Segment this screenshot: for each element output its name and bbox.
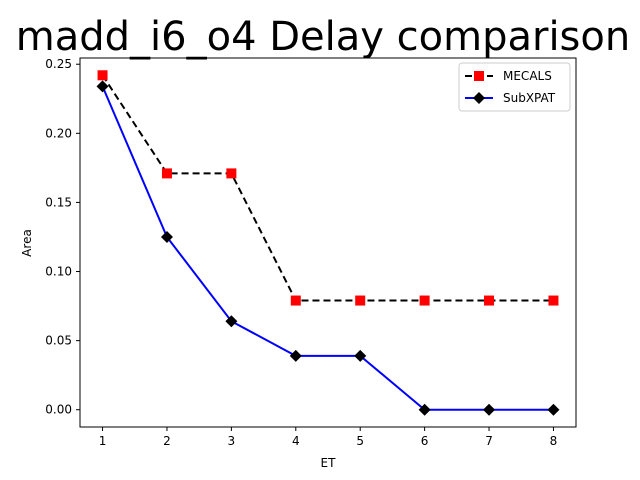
x-axis-label: ET <box>321 456 337 470</box>
legend-marker-subxpat <box>473 92 485 104</box>
x-tick-label: 4 <box>292 434 300 448</box>
x-tick-label: 2 <box>163 434 171 448</box>
data-point-subxpat <box>483 403 496 416</box>
y-tick-label: 0.10 <box>45 265 72 279</box>
x-tick-label: 1 <box>99 434 107 448</box>
legend-label-mecals: MECALS <box>503 69 552 83</box>
legend-marker-mecals <box>474 71 484 81</box>
x-tick-label: 6 <box>421 434 429 448</box>
y-tick-label: 0.25 <box>45 57 72 71</box>
data-point-mecals <box>226 168 237 179</box>
data-point-mecals <box>484 295 495 306</box>
legend-label-subxpat: SubXPAT <box>503 91 556 105</box>
data-point-subxpat <box>354 349 367 362</box>
data-point-mecals <box>548 295 559 306</box>
y-axis-label: Area <box>20 229 34 257</box>
data-point-subxpat <box>96 80 109 93</box>
x-tick-label: 5 <box>356 434 364 448</box>
data-point-mecals <box>419 295 430 306</box>
data-point-subxpat <box>547 403 560 416</box>
data-point-mecals <box>161 168 172 179</box>
y-tick-label: 0.05 <box>45 334 72 348</box>
legend: MECALS SubXPAT <box>458 62 571 112</box>
data-point-mecals <box>97 70 108 81</box>
x-axis: 1 2 3 4 5 6 7 8 <box>99 427 558 448</box>
x-tick-label: 3 <box>228 434 236 448</box>
data-point-mecals <box>355 295 366 306</box>
data-point-subxpat <box>225 315 238 328</box>
y-axis: 0.00 0.05 0.10 0.15 0.20 0.25 <box>45 57 80 417</box>
x-tick-label: 7 <box>485 434 493 448</box>
y-tick-label: 0.20 <box>45 126 72 140</box>
chart-title: madd_i6_o4 Delay comparison <box>16 14 630 60</box>
plot-frame <box>79 57 577 428</box>
data-point-subxpat <box>418 403 431 416</box>
data-point-subxpat <box>289 349 302 362</box>
x-tick-label: 8 <box>550 434 558 448</box>
data-point-subxpat <box>160 230 173 243</box>
series-line-subxpat <box>101 85 554 411</box>
y-tick-label: 0.15 <box>45 195 72 209</box>
plot-series <box>96 70 560 416</box>
data-point-mecals <box>290 295 301 306</box>
y-tick-label: 0.00 <box>45 403 72 417</box>
series-line-mecals <box>101 74 554 302</box>
